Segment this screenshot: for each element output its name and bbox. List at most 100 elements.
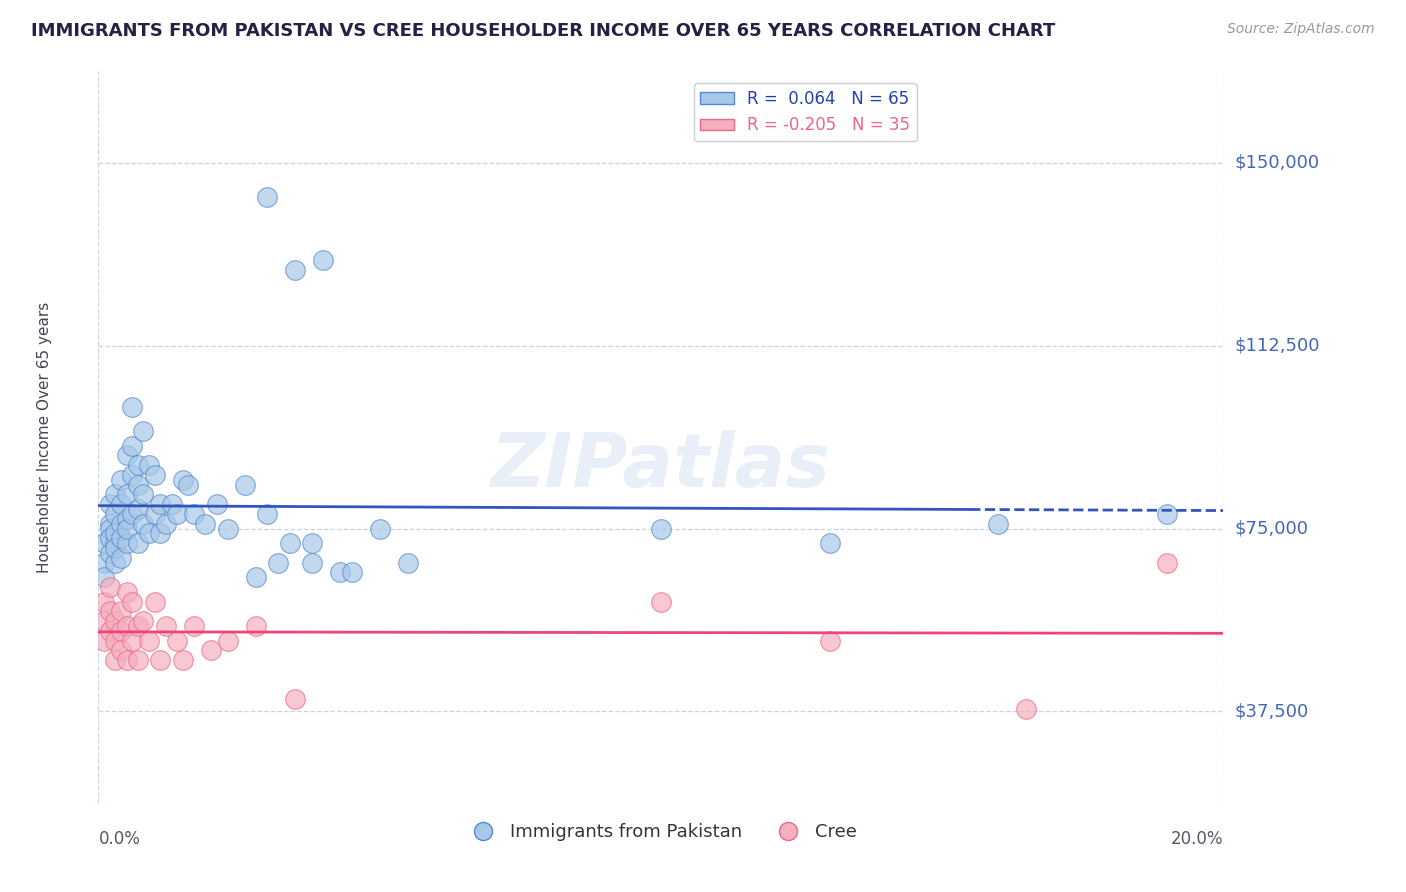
Text: $150,000: $150,000 [1234, 153, 1320, 172]
Point [396, 556, 419, 570]
Point [217, 633, 239, 648]
Text: $37,500: $37,500 [1234, 702, 1309, 721]
Point [132, 516, 155, 531]
Point [166, 507, 188, 521]
Point [301, 536, 323, 550]
Point [132, 614, 155, 628]
Point [104, 507, 127, 521]
Point [143, 594, 166, 608]
Point [127, 502, 149, 516]
Point [183, 507, 205, 521]
Point [368, 521, 391, 535]
Point [93, 594, 115, 608]
Point [818, 536, 841, 550]
Point [172, 653, 194, 667]
Point [132, 424, 155, 438]
Text: ZIPatlas: ZIPatlas [491, 430, 831, 503]
Point [650, 521, 672, 535]
Point [312, 253, 335, 268]
Point [149, 497, 172, 511]
Point [284, 692, 307, 706]
Point [177, 477, 200, 491]
Point [143, 507, 166, 521]
Point [115, 653, 138, 667]
Legend: Immigrants from Pakistan, Cree: Immigrants from Pakistan, Cree [458, 816, 863, 848]
Point [301, 556, 323, 570]
Point [166, 633, 188, 648]
Point [93, 570, 115, 584]
Point [172, 473, 194, 487]
Point [115, 521, 138, 535]
Text: $75,000: $75,000 [1234, 519, 1309, 538]
Point [278, 536, 301, 550]
Point [284, 263, 307, 277]
Point [127, 536, 149, 550]
Point [104, 526, 127, 541]
Point [256, 507, 278, 521]
Point [104, 614, 127, 628]
Point [245, 619, 267, 633]
Point [110, 473, 132, 487]
Point [1156, 507, 1178, 521]
Point [183, 619, 205, 633]
Point [160, 497, 183, 511]
Point [127, 458, 149, 472]
Point [93, 536, 115, 550]
Point [127, 619, 149, 633]
Point [149, 526, 172, 541]
Point [115, 585, 138, 599]
Point [104, 536, 127, 550]
Text: IMMIGRANTS FROM PAKISTAN VS CREE HOUSEHOLDER INCOME OVER 65 YEARS CORRELATION CH: IMMIGRANTS FROM PAKISTAN VS CREE HOUSEHO… [31, 22, 1054, 40]
Point [329, 566, 352, 580]
Point [93, 614, 115, 628]
Point [98, 604, 121, 618]
Point [245, 570, 267, 584]
Point [115, 448, 138, 462]
Point [233, 477, 256, 491]
Point [115, 536, 138, 550]
Text: Householder Income Over 65 years: Householder Income Over 65 years [37, 301, 52, 573]
Point [818, 633, 841, 648]
Point [93, 556, 115, 570]
Point [110, 624, 132, 638]
Point [104, 541, 127, 555]
Point [267, 556, 290, 570]
Point [98, 497, 121, 511]
Point [200, 643, 222, 657]
Point [127, 653, 149, 667]
Point [121, 594, 143, 608]
Point [110, 531, 132, 545]
Point [98, 516, 121, 531]
Text: Source: ZipAtlas.com: Source: ZipAtlas.com [1227, 22, 1375, 37]
Point [110, 643, 132, 657]
Point [121, 400, 143, 414]
Point [987, 516, 1010, 531]
Point [93, 633, 115, 648]
Point [1156, 556, 1178, 570]
Text: 20.0%: 20.0% [1171, 830, 1223, 847]
Point [98, 580, 121, 594]
Point [121, 633, 143, 648]
Point [110, 550, 132, 565]
Point [104, 653, 127, 667]
Point [104, 556, 127, 570]
Point [98, 521, 121, 535]
Point [256, 190, 278, 204]
Point [194, 516, 217, 531]
Point [205, 497, 228, 511]
Point [1015, 702, 1038, 716]
Point [650, 594, 672, 608]
Point [115, 619, 138, 633]
Point [121, 439, 143, 453]
Point [143, 467, 166, 482]
Point [104, 487, 127, 501]
Point [121, 467, 143, 482]
Point [98, 546, 121, 560]
Point [110, 516, 132, 531]
Point [149, 653, 172, 667]
Point [98, 624, 121, 638]
Point [138, 633, 160, 648]
Point [138, 458, 160, 472]
Point [155, 516, 177, 531]
Point [340, 566, 363, 580]
